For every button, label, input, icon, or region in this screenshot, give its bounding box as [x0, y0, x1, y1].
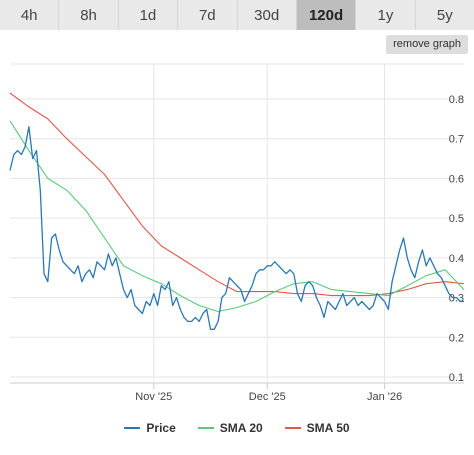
y-tick-label: 0.1 — [449, 372, 464, 384]
timeframe-tabs: 4h 8h 1d 7d 30d 120d 1y 5y — [0, 0, 474, 30]
tab-30d[interactable]: 30d — [238, 0, 297, 30]
tab-1y[interactable]: 1y — [356, 0, 416, 30]
series-line-sma-20 — [9, 120, 465, 313]
legend-item-price[interactable]: Price — [124, 421, 176, 435]
legend-swatch — [197, 427, 214, 429]
tab-4h[interactable]: 4h — [0, 0, 60, 30]
x-axis-ticks: Nov '25 Dec '25 Jan '26 — [135, 383, 402, 403]
legend-label: SMA 20 — [219, 421, 263, 435]
legend-item-sma-20[interactable]: SMA 20 — [197, 421, 263, 435]
y-tick-label: 0.5 — [449, 213, 464, 225]
tab-5y[interactable]: 5y — [436, 6, 453, 24]
y-tick-label: 0.4 — [449, 253, 464, 265]
tab-120d[interactable]: 120d — [296, 0, 357, 30]
x-tick-label: Dec '25 — [249, 391, 286, 403]
remove-graph-button[interactable]: remove graph — [386, 35, 468, 54]
legend-label: SMA 50 — [306, 421, 350, 435]
tab-8h[interactable]: 8h — [59, 0, 119, 30]
legend-swatch — [124, 427, 141, 429]
y-tick-label: 0.8 — [449, 94, 464, 106]
chart-series — [9, 92, 465, 330]
legend-label: Price — [146, 421, 176, 435]
tab-7d[interactable]: 7d — [178, 0, 238, 30]
x-tick-label: Nov '25 — [135, 391, 172, 403]
legend-item-sma-50[interactable]: SMA 50 — [284, 421, 350, 435]
y-axis-ticks: 0.8 0.7 0.6 0.5 0.4 0.3 0.2 0.1 — [449, 94, 464, 384]
y-tick-label: 0.7 — [449, 134, 464, 146]
series-line-price — [9, 126, 464, 330]
tab-1d[interactable]: 1d — [119, 0, 179, 30]
chart-grid — [10, 63, 464, 384]
y-tick-label: 0.3 — [449, 293, 464, 305]
x-tick-label: Jan '26 — [367, 391, 402, 403]
chart-legend: Price SMA 20 SMA 50 — [0, 421, 474, 435]
legend-swatch — [284, 427, 301, 429]
series-line-sma-50 — [9, 92, 465, 297]
y-tick-label: 0.2 — [449, 332, 464, 344]
y-tick-label: 0.6 — [449, 173, 464, 185]
